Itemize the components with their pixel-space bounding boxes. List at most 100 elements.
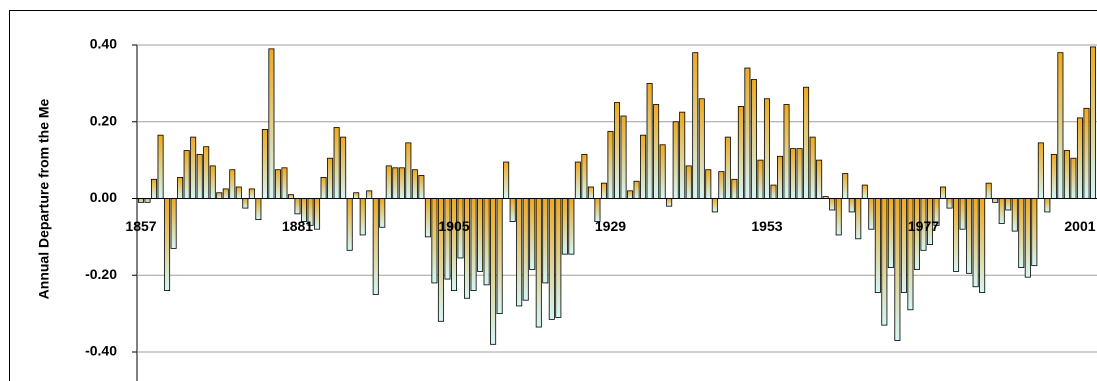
bar xyxy=(255,198,262,221)
bar xyxy=(248,188,255,199)
bar xyxy=(503,161,510,199)
bar xyxy=(144,198,151,203)
bar xyxy=(281,167,288,199)
bar xyxy=(444,198,451,280)
y-tick-label: -0.20 xyxy=(85,266,117,282)
bar xyxy=(874,198,881,293)
bar xyxy=(796,148,803,199)
bar xyxy=(450,198,457,291)
bar xyxy=(216,192,223,199)
bar xyxy=(900,198,907,293)
bar xyxy=(437,198,444,322)
bar xyxy=(842,173,849,199)
bar xyxy=(405,142,412,199)
bar xyxy=(1057,52,1064,199)
bar xyxy=(809,136,816,199)
bar xyxy=(685,165,692,199)
bar xyxy=(881,198,888,326)
bar xyxy=(718,171,725,199)
bar xyxy=(287,194,294,199)
bar xyxy=(385,165,392,199)
bar xyxy=(1070,157,1077,199)
bar xyxy=(411,169,418,199)
bar xyxy=(568,198,575,255)
bar xyxy=(183,150,190,199)
bar xyxy=(887,198,894,268)
bar xyxy=(679,111,686,199)
bar xyxy=(1018,198,1025,268)
bar xyxy=(985,182,992,199)
bar xyxy=(196,153,203,199)
bar xyxy=(777,155,784,199)
bar xyxy=(829,198,836,211)
bar xyxy=(242,198,249,209)
bar xyxy=(209,165,216,199)
bar xyxy=(705,169,712,199)
bar xyxy=(509,198,516,222)
x-tick-label: 1905 xyxy=(438,218,469,234)
bar xyxy=(294,198,301,215)
bar xyxy=(1011,198,1018,232)
bar xyxy=(490,198,497,345)
bar xyxy=(940,186,947,199)
x-tick-label: 1881 xyxy=(282,218,313,234)
bar xyxy=(620,115,627,199)
bar xyxy=(744,67,751,199)
bar xyxy=(151,178,158,199)
bar xyxy=(581,153,588,199)
y-tick-label: -0.40 xyxy=(85,343,117,359)
bar xyxy=(1083,107,1090,199)
bar xyxy=(340,136,347,199)
bar xyxy=(1044,198,1051,213)
bar xyxy=(137,198,144,203)
bar xyxy=(835,198,842,236)
bar xyxy=(640,134,647,199)
bar xyxy=(600,182,607,199)
x-tick-label: 1857 xyxy=(125,218,156,234)
bar xyxy=(424,198,431,238)
bar xyxy=(555,198,562,318)
bar xyxy=(614,102,621,199)
bar xyxy=(235,186,242,199)
y-axis-label: Annual Departure from the Me xyxy=(36,98,52,299)
bar xyxy=(548,198,555,320)
bar xyxy=(483,198,490,286)
bar xyxy=(966,198,973,274)
y-tick-label: 0.40 xyxy=(90,36,117,52)
bar xyxy=(666,198,673,207)
bar xyxy=(353,192,360,199)
bar xyxy=(1024,198,1031,278)
bar xyxy=(359,198,366,236)
bar xyxy=(672,121,679,199)
x-tick-label: 1953 xyxy=(751,218,782,234)
bar xyxy=(848,198,855,213)
bar xyxy=(757,159,764,199)
bar xyxy=(496,198,503,315)
bar xyxy=(470,198,477,291)
bar xyxy=(731,178,738,199)
bar xyxy=(653,104,660,199)
bar xyxy=(587,186,594,199)
bar xyxy=(379,198,386,228)
bar xyxy=(946,198,953,209)
bar xyxy=(157,134,164,199)
bar xyxy=(164,198,171,291)
chart-frame xyxy=(9,10,1097,381)
x-tick-label: 1977 xyxy=(908,218,939,234)
bar xyxy=(346,198,353,251)
bar xyxy=(1050,153,1057,199)
bar xyxy=(561,198,568,255)
bar xyxy=(816,159,823,199)
bar xyxy=(320,176,327,199)
bar xyxy=(627,190,634,199)
bar xyxy=(327,157,334,199)
bar xyxy=(770,184,777,199)
bar xyxy=(366,190,373,199)
bar xyxy=(979,198,986,293)
bar xyxy=(737,106,744,199)
bar xyxy=(464,198,471,299)
bar xyxy=(477,198,484,272)
bar xyxy=(1063,150,1070,199)
bar xyxy=(274,169,281,199)
